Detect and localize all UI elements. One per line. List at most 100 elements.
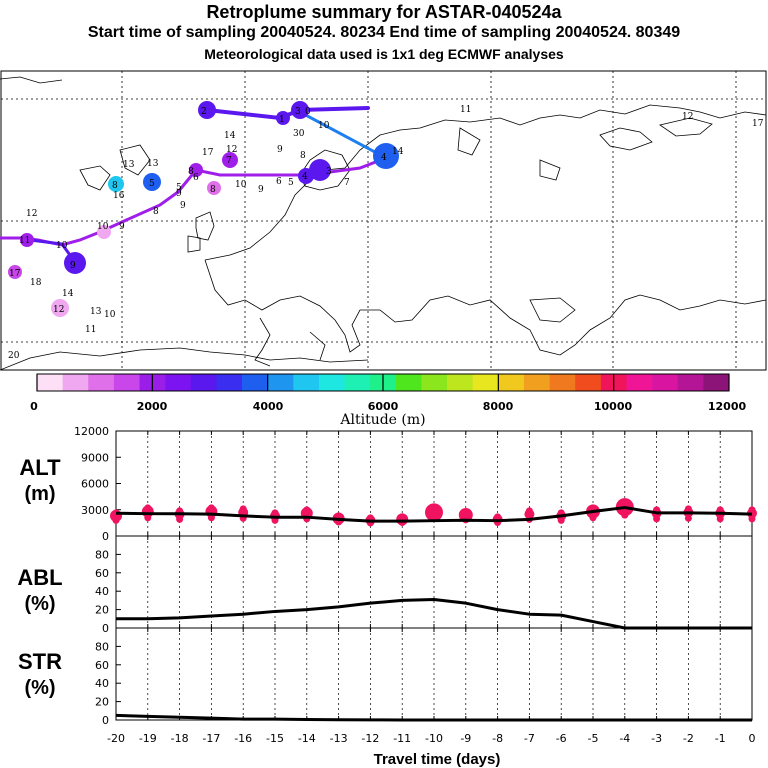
- y-tick-label: 3000: [81, 504, 109, 517]
- map-label: 8: [153, 207, 159, 217]
- map-label: 10: [56, 241, 68, 251]
- map-label: 2: [201, 107, 207, 117]
- sampling-time-line: Start time of sampling 20040524. 80234 E…: [87, 24, 681, 41]
- y-tick-label: 80: [95, 548, 109, 561]
- colorbar-swatch: [242, 374, 268, 391]
- y-tick-label: 60: [95, 567, 109, 580]
- x-tick-label: -9: [460, 732, 471, 745]
- y-tick-label: 40: [95, 585, 109, 598]
- x-tick-label: -18: [171, 732, 189, 745]
- trajectory-marker: [207, 181, 221, 195]
- map-label: 8: [188, 167, 194, 177]
- altitude-dot: [653, 515, 661, 523]
- trajectory-marker: [189, 163, 203, 177]
- map-label: 12: [53, 305, 64, 315]
- map-label: 13: [147, 159, 159, 169]
- altitude-dot: [525, 507, 533, 515]
- altitude-dot: [271, 509, 279, 517]
- map-label: 4: [381, 153, 387, 163]
- y-tick-label: 20: [95, 604, 109, 617]
- colorbar-swatch: [344, 374, 371, 391]
- abl-panel: ABL (%) 0 20 40 60 80: [17, 535, 753, 635]
- colorbar-swatch: [216, 374, 243, 391]
- altitude-dot: [748, 515, 756, 523]
- altitude-dot: [462, 508, 470, 516]
- map-label: 17: [202, 148, 214, 158]
- map-label: 10: [104, 310, 116, 320]
- map-label: 7: [344, 178, 350, 188]
- map-label: 8: [300, 151, 306, 161]
- map-label: 11: [19, 236, 30, 246]
- altitude-dot: [589, 514, 597, 522]
- map-label: 0: [305, 107, 311, 117]
- map-label: 12: [226, 145, 237, 155]
- altitude-dot: [589, 504, 597, 512]
- map-label: 10: [318, 121, 330, 131]
- colorbar-tick: 10000: [594, 400, 633, 413]
- map-label: 14: [62, 289, 74, 299]
- x-tick-label: -16: [234, 732, 252, 745]
- x-tick-label: -4: [619, 732, 630, 745]
- trajectory-marker: [291, 101, 309, 119]
- x-tick-label: -8: [492, 732, 503, 745]
- altitude-dot: [621, 511, 629, 519]
- colorbar-swatch: [267, 374, 294, 391]
- trajectory-marker: [97, 225, 111, 239]
- map-label: 4: [302, 172, 308, 182]
- map-label: 12: [682, 112, 693, 122]
- colorbar-swatch: [37, 374, 63, 391]
- trajectory-marker: [51, 299, 69, 317]
- altitude-dot: [716, 515, 724, 523]
- colorbar-tick: 0: [30, 400, 38, 413]
- altitude-dot: [144, 504, 152, 512]
- trajectory-marker: [373, 143, 399, 169]
- x-tick-label: -15: [266, 732, 284, 745]
- y-tick-label: 0: [102, 622, 109, 635]
- x-tick-label: -14: [298, 732, 316, 745]
- altitude-dot: [176, 515, 184, 523]
- map-label: 17: [9, 269, 21, 279]
- colorbar-tick: 6000: [368, 400, 399, 413]
- map-label: 14: [392, 147, 404, 157]
- coastlines: [0, 76, 767, 371]
- trajectory-marker: [298, 168, 314, 184]
- x-tick-label: -19: [139, 732, 157, 745]
- trajectory-marker: [108, 176, 124, 192]
- colorbar-swatch: [62, 374, 89, 391]
- x-tick-label: -13: [330, 732, 348, 745]
- trajectory-marker: [222, 152, 238, 168]
- altitude-dot: [207, 514, 215, 522]
- colorbar-swatch: [575, 374, 602, 391]
- x-tick-label: -2: [683, 732, 694, 745]
- colorbar-swatch: [113, 374, 140, 391]
- y-tick-label: 40: [95, 677, 109, 690]
- colorbar-ticks: 0 2000 4000 6000 8000 10000 12000: [30, 400, 746, 413]
- map-label: 5: [149, 179, 155, 189]
- colorbar-swatch: [677, 374, 704, 391]
- colorbar-tick: 12000: [708, 400, 747, 413]
- trajectory-marker: [276, 111, 290, 125]
- colorbar-swatch: [421, 374, 448, 391]
- altitude-dot: [207, 504, 215, 512]
- x-axis-label: Travel time (days): [374, 751, 501, 768]
- map-label: 13: [123, 160, 135, 170]
- alt-ylabel-top: ALT: [19, 455, 61, 480]
- map-label: 9: [176, 189, 182, 199]
- colorbar-swatch: [190, 374, 217, 391]
- altitude-dot: [684, 505, 692, 513]
- map-label: 14: [224, 131, 236, 141]
- y-tick-label: 20: [95, 696, 109, 709]
- y-tick-label: 80: [95, 640, 109, 653]
- y-tick-label: 6000: [81, 478, 109, 491]
- x-tick-label: -7: [524, 732, 535, 745]
- colorbar-tick: 4000: [253, 400, 284, 413]
- colorbar-swatch: [498, 374, 525, 391]
- map-label: 5: [176, 183, 182, 193]
- trajectory-markers: [8, 101, 399, 317]
- alt-series-line: [115, 506, 753, 523]
- map-label: 8: [210, 185, 216, 195]
- x-tick-label: -12: [361, 732, 379, 745]
- colorbar-tick: 8000: [483, 400, 514, 413]
